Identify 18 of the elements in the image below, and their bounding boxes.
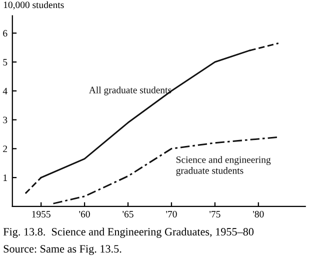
- x-tick-label: 1955: [32, 210, 50, 218]
- x-tick-label: '75: [210, 211, 220, 218]
- x-tick-label: '65: [122, 210, 134, 218]
- y-tick-label: 1: [4, 174, 7, 181]
- x-tick-label: '60: [79, 210, 90, 218]
- y-axis-title: 10,000 students: [4, 1, 64, 10]
- caption: Fig. 13.8. Science and Engineering Graduates, 1955–80: [3, 228, 254, 238]
- y-tick-label: 3: [3, 116, 8, 124]
- x-tick-label: '80: [253, 210, 264, 218]
- line-series: [52, 136, 280, 204]
- source-note: Source: Same as Fig. 13.5.: [4, 245, 122, 255]
- y-tick-label: 6: [3, 30, 8, 37]
- x-tick-label: '70: [166, 210, 177, 218]
- series-label: Science and engineering graduate students: [176, 156, 271, 176]
- y-tick-label: 5: [3, 59, 8, 66]
- y-tick-label: 2: [3, 146, 8, 152]
- y-tick-label: 4: [2, 88, 8, 94]
- series-label: All graduate students: [88, 86, 172, 96]
